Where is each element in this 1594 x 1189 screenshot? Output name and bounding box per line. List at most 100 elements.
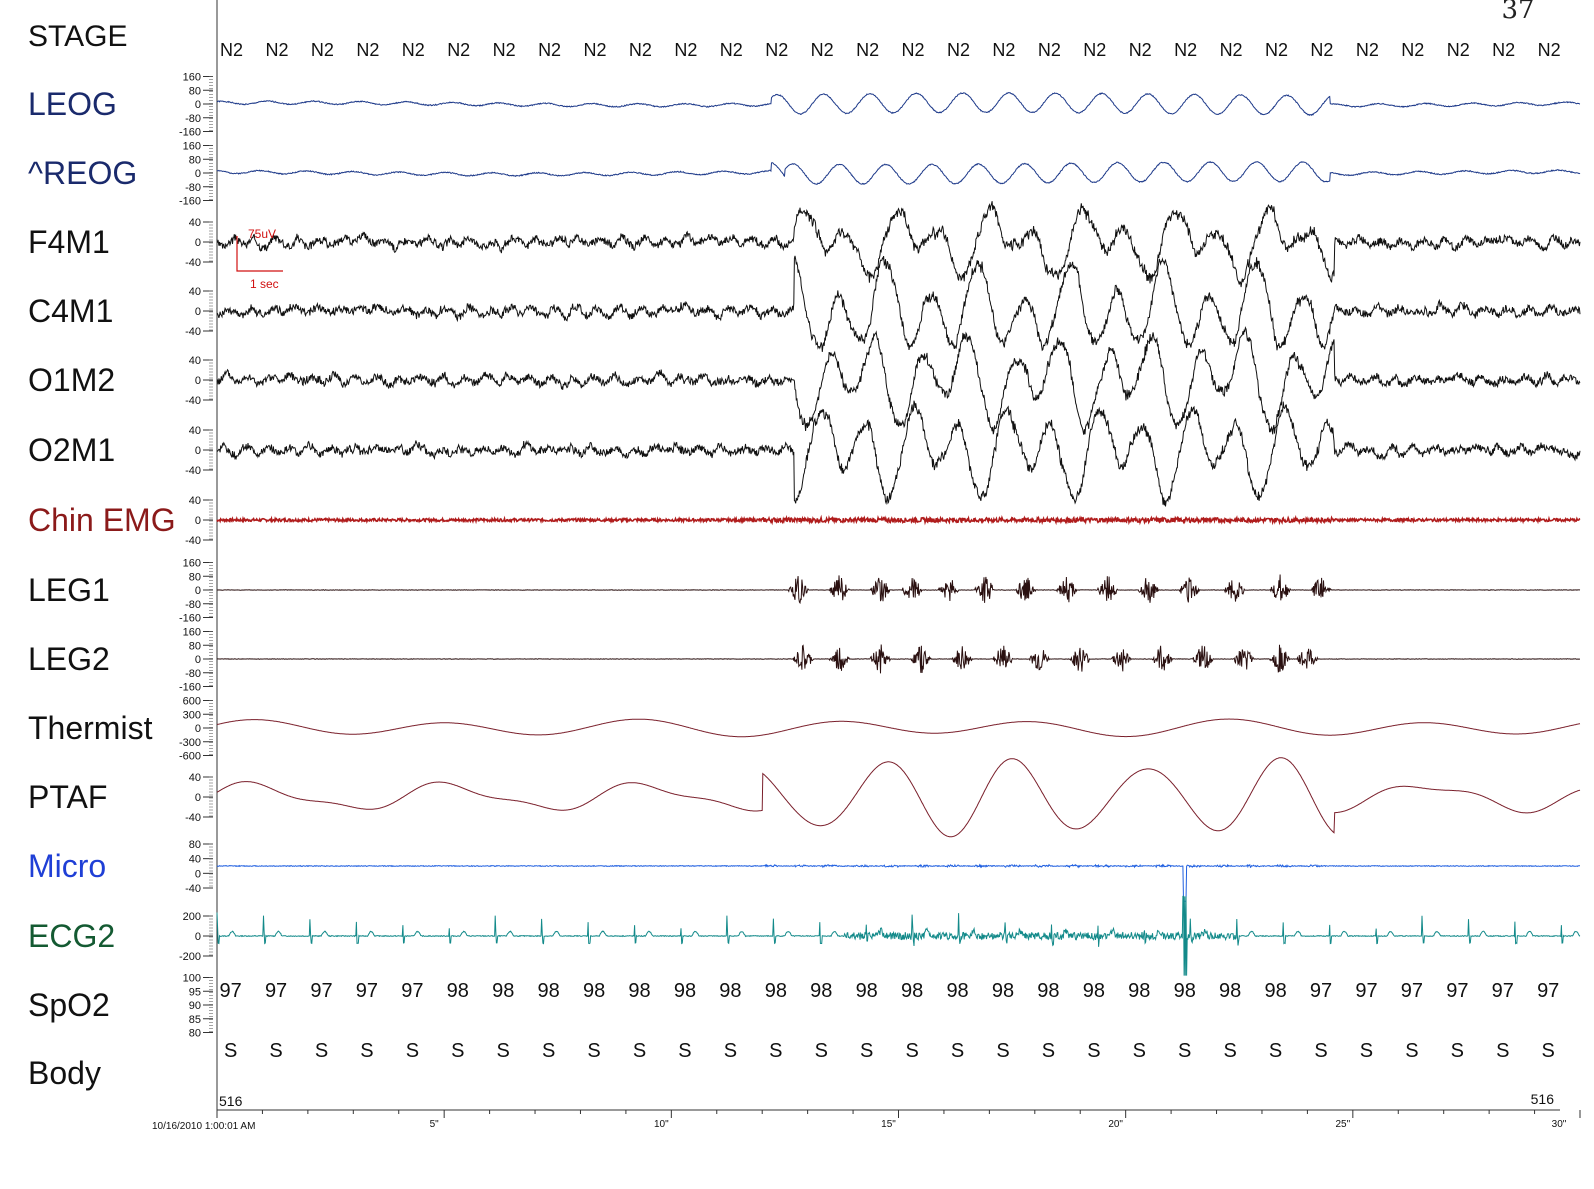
y-tick-label: -80 bbox=[185, 668, 201, 680]
y-tick-label: 0 bbox=[195, 723, 201, 735]
trace-c4m1 bbox=[216, 255, 1581, 352]
y-tick-label: 300 bbox=[183, 709, 201, 721]
spo2-value: 98 bbox=[447, 980, 469, 1002]
stage-value: N2 bbox=[992, 40, 1015, 60]
y-tick-label: 85 bbox=[189, 1014, 201, 1026]
stage-value: N2 bbox=[856, 40, 879, 60]
trace-leog bbox=[216, 92, 1581, 117]
spo2-value: 97 bbox=[1537, 980, 1559, 1002]
trace-thermist bbox=[216, 718, 1581, 738]
y-tick-label: 0 bbox=[195, 515, 201, 527]
trace-o1m2 bbox=[216, 326, 1581, 435]
y-tick-label: 160 bbox=[183, 558, 201, 570]
body-position-value: S bbox=[951, 1040, 964, 1062]
time-axis-tick-label: 10" bbox=[654, 1119, 669, 1130]
body-position-value: S bbox=[815, 1040, 828, 1062]
y-tick-label: -40 bbox=[185, 465, 201, 477]
spo2-value: 98 bbox=[1174, 980, 1196, 1002]
stage-value: N2 bbox=[1310, 40, 1333, 60]
spo2-value: 98 bbox=[992, 980, 1014, 1002]
body-position-value: S bbox=[1223, 1040, 1236, 1062]
spo2-value: 98 bbox=[719, 980, 741, 1002]
y-tick-label: 40 bbox=[189, 286, 201, 298]
spo2-value: 98 bbox=[1128, 980, 1150, 1002]
trace-leg1 bbox=[217, 574, 1581, 605]
y-tick-label: -160 bbox=[179, 613, 201, 625]
body-position-value: S bbox=[769, 1040, 782, 1062]
channel-label-o1m2: O1M2 bbox=[28, 362, 115, 398]
body-position-value: S bbox=[315, 1040, 328, 1062]
time-axis-start-label: 10/16/2010 1:00:01 AM bbox=[152, 1121, 255, 1132]
body-position-value: S bbox=[497, 1040, 510, 1062]
body-position-value: S bbox=[224, 1040, 237, 1062]
stage-value: N2 bbox=[1538, 40, 1561, 60]
trace-chin-emg bbox=[216, 514, 1581, 526]
channel-label-chin-emg: Chin EMG bbox=[28, 502, 176, 538]
stage-value: N2 bbox=[447, 40, 470, 60]
y-tick-label: -80 bbox=[185, 599, 201, 611]
stage-value: N2 bbox=[356, 40, 379, 60]
stage-value: N2 bbox=[402, 40, 425, 60]
y-tick-label: 0 bbox=[195, 445, 201, 457]
trace-f4m1 bbox=[216, 201, 1581, 288]
y-tick-label: -160 bbox=[179, 682, 201, 694]
y-tick-label: 40 bbox=[189, 425, 201, 437]
spo2-value: 97 bbox=[1310, 980, 1332, 1002]
y-tick-label: -40 bbox=[185, 257, 201, 269]
spo2-value: 98 bbox=[1219, 980, 1241, 1002]
channel-label-ecg2: ECG2 bbox=[28, 918, 115, 954]
spo2-value: 98 bbox=[946, 980, 968, 1002]
spo2-value: 98 bbox=[583, 980, 605, 1002]
body-position-value: S bbox=[1496, 1040, 1509, 1062]
y-tick-label: -300 bbox=[179, 737, 201, 749]
time-axis-tick-label: 5" bbox=[430, 1119, 440, 1130]
channel-label--reog: ^REOG bbox=[28, 155, 137, 191]
y-tick-label: -40 bbox=[185, 883, 201, 895]
y-tick-label: 0 bbox=[195, 168, 201, 180]
spo2-value: 98 bbox=[856, 980, 878, 1002]
y-tick-label: 160 bbox=[183, 627, 201, 639]
y-tick-label: 80 bbox=[189, 839, 201, 851]
trace-o2m1 bbox=[216, 400, 1581, 507]
trace-micro bbox=[216, 863, 1580, 902]
stage-value: N2 bbox=[538, 40, 561, 60]
y-tick-label: 80 bbox=[189, 640, 201, 652]
trace-ecg2 bbox=[216, 895, 1581, 976]
y-tick-label: -40 bbox=[185, 535, 201, 547]
spo2-value: 98 bbox=[1037, 980, 1059, 1002]
page-number: 37 bbox=[1501, 0, 1534, 25]
y-tick-label: 40 bbox=[189, 495, 201, 507]
time-axis-tick-label: 20" bbox=[1108, 1119, 1123, 1130]
body-position-value: S bbox=[451, 1040, 464, 1062]
stage-value: N2 bbox=[311, 40, 334, 60]
stage-value: N2 bbox=[220, 40, 243, 60]
trace--reog bbox=[216, 160, 1581, 185]
y-tick-label: -40 bbox=[185, 326, 201, 338]
stage-value: N2 bbox=[720, 40, 743, 60]
stage-value: N2 bbox=[674, 40, 697, 60]
y-tick-label: -600 bbox=[179, 751, 201, 763]
y-tick-label: 95 bbox=[189, 986, 201, 998]
body-position-value: S bbox=[1451, 1040, 1464, 1062]
y-tick-label: 0 bbox=[195, 585, 201, 597]
body-position-value: S bbox=[1178, 1040, 1191, 1062]
body-position-value: S bbox=[1542, 1040, 1555, 1062]
stage-value: N2 bbox=[583, 40, 606, 60]
y-tick-label: 90 bbox=[189, 1000, 201, 1012]
y-tick-label: 0 bbox=[195, 792, 201, 804]
epoch-number-left: 516 bbox=[219, 1093, 243, 1109]
y-tick-label: -160 bbox=[179, 196, 201, 208]
time-axis-tick-label: 15" bbox=[881, 1119, 896, 1130]
body-position-value: S bbox=[678, 1040, 691, 1062]
spo2-value: 97 bbox=[310, 980, 332, 1002]
stage-value: N2 bbox=[1401, 40, 1424, 60]
y-tick-label: -200 bbox=[179, 951, 201, 963]
spo2-value: 98 bbox=[901, 980, 923, 1002]
body-position-value: S bbox=[1087, 1040, 1100, 1062]
y-tick-label: 0 bbox=[195, 868, 201, 880]
spo2-value: 98 bbox=[628, 980, 650, 1002]
channel-label-body: Body bbox=[28, 1055, 101, 1091]
y-tick-label: 160 bbox=[183, 141, 201, 153]
spo2-value: 98 bbox=[1264, 980, 1286, 1002]
